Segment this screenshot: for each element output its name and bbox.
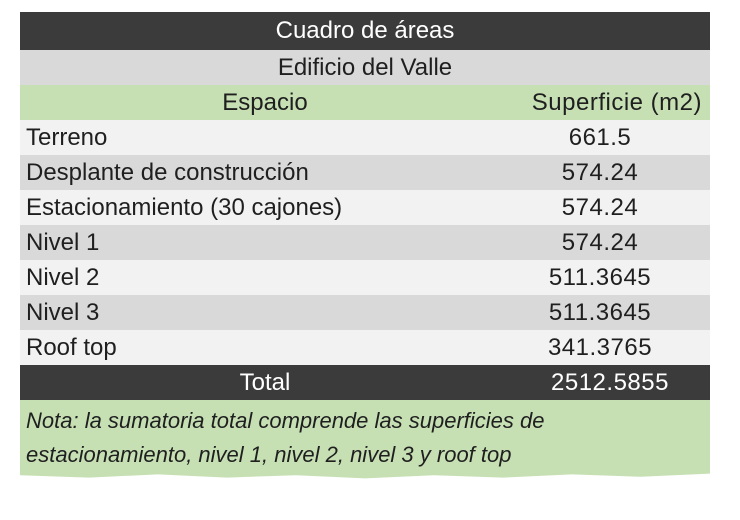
table-title-row: Cuadro de áreas bbox=[20, 12, 710, 50]
space-cell: Desplante de construcción bbox=[26, 159, 309, 186]
column-header-space: Espacio bbox=[222, 89, 308, 116]
space-cell: Nivel 3 bbox=[26, 299, 100, 326]
area-cell: 574.24 bbox=[561, 159, 639, 186]
area-cell: 511.3645 bbox=[548, 264, 652, 291]
space-cell: Nivel 1 bbox=[26, 229, 100, 256]
total-label: Total bbox=[239, 369, 291, 396]
area-cell: 574.24 bbox=[561, 229, 639, 256]
table-row: Estacionamiento (30 cajones) 574.24 bbox=[20, 190, 710, 225]
table-row: Terreno 661.5 bbox=[20, 120, 710, 155]
space-cell: Terreno bbox=[26, 124, 108, 151]
area-cell: 661.5 bbox=[568, 124, 632, 151]
table-row: Roof top 341.3765 bbox=[20, 330, 710, 365]
table-header-row: Espacio Superficie (m2) bbox=[20, 85, 710, 120]
area-cell: 341.3765 bbox=[547, 334, 653, 361]
table-note: Nota: la sumatoria total comprende las s… bbox=[20, 400, 710, 479]
table-subtitle: Edificio del Valle bbox=[277, 54, 453, 81]
space-cell: Roof top bbox=[26, 334, 117, 361]
table-subtitle-row: Edificio del Valle bbox=[20, 50, 710, 85]
area-cell: 574.24 bbox=[561, 194, 639, 221]
table-title: Cuadro de áreas bbox=[275, 17, 455, 44]
space-cell: Estacionamiento (30 cajones) bbox=[26, 194, 343, 221]
total-value: 2512.5855 bbox=[551, 369, 669, 396]
table-total-row: Total 2512.5855 bbox=[20, 365, 710, 400]
table-row: Nivel 3 511.3645 bbox=[20, 295, 710, 330]
table-row: Nivel 2 511.3645 bbox=[20, 260, 710, 295]
area-cell: 511.3645 bbox=[548, 299, 652, 326]
column-header-area: Superficie (m2) bbox=[531, 89, 702, 116]
table-row: Desplante de construcción 574.24 bbox=[20, 155, 710, 190]
table-row: Nivel 1 574.24 bbox=[20, 225, 710, 260]
note-text: Nota: la sumatoria total comprende las s… bbox=[26, 408, 545, 467]
area-table: Cuadro de áreas Edificio del Valle Espac… bbox=[20, 12, 710, 480]
space-cell: Nivel 2 bbox=[26, 264, 100, 291]
